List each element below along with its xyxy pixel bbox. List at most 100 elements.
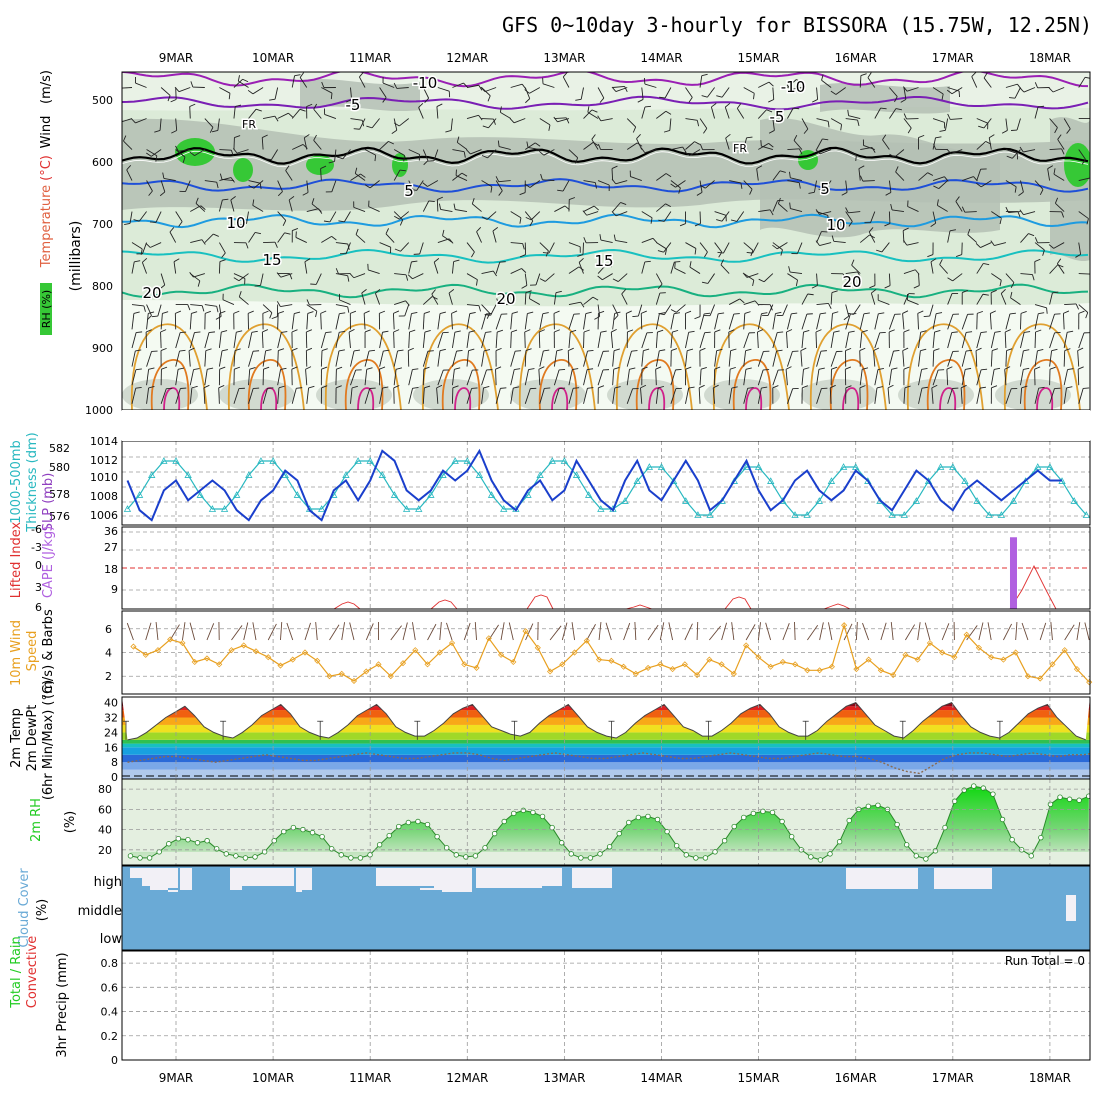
wind-barb	[510, 242, 525, 250]
barb-staff	[189, 106, 191, 119]
barb-staff	[146, 180, 153, 192]
wind-barb	[1019, 87, 1036, 93]
barb-staff	[382, 82, 395, 88]
barb-flag	[525, 348, 532, 352]
wind-speed-marker	[559, 661, 566, 668]
rh-lowlevel-patch	[413, 379, 489, 410]
wind-barb	[254, 273, 264, 287]
barb-staff	[947, 388, 953, 404]
barb-staff	[1063, 118, 1071, 130]
barb-flag	[339, 330, 346, 333]
isotherm-label: -10	[781, 78, 806, 96]
clear-sky-gap	[442, 868, 472, 892]
wind-speed-marker	[730, 670, 737, 677]
wind-speed-marker	[877, 667, 884, 674]
barb-flag	[221, 349, 228, 352]
barb-staff	[369, 180, 380, 189]
wind-barb	[480, 86, 497, 93]
thickness-marker	[208, 505, 217, 512]
barb-staff	[350, 369, 357, 386]
barb-staff	[786, 351, 793, 367]
barb-staff	[190, 304, 203, 307]
barb-flag	[219, 259, 226, 262]
wind-barb	[869, 273, 876, 289]
barb-flag	[975, 347, 982, 352]
barb-flag	[665, 203, 671, 208]
barb-staff	[131, 369, 137, 386]
wind-barb	[509, 118, 526, 124]
barb-staff	[932, 350, 935, 367]
wind-barb	[299, 72, 308, 88]
wind-barb	[219, 149, 234, 156]
wind-barb	[568, 368, 579, 386]
barb-staff	[204, 369, 208, 386]
barb-staff	[358, 76, 366, 88]
barb-staff	[219, 149, 232, 151]
barb-flag	[684, 151, 690, 156]
wind-barb	[465, 149, 482, 155]
barb-staff	[248, 388, 254, 404]
wind-barb	[364, 387, 376, 404]
barb-staff	[845, 118, 858, 121]
barb-staff	[801, 369, 804, 386]
wind-barb	[729, 180, 743, 189]
barb-staff	[790, 271, 803, 275]
isotherm-label: 10	[226, 214, 245, 232]
barb-flag	[221, 252, 226, 258]
wind-speed-marker	[252, 648, 260, 655]
wind-barb	[597, 115, 613, 122]
wind-barb	[1004, 366, 1011, 386]
wind-barb	[422, 87, 430, 103]
barb-staff	[274, 87, 279, 100]
isotherm-label: FR	[242, 118, 256, 131]
barb-staff	[1005, 313, 1011, 330]
barb-staff	[848, 115, 861, 119]
barb-flag	[311, 198, 315, 205]
wind-barb	[889, 87, 898, 103]
wind-barb	[976, 118, 989, 130]
barb-staff	[1063, 369, 1068, 386]
wind-barb	[976, 386, 987, 404]
barb-flag	[177, 367, 185, 370]
barb-staff	[685, 141, 695, 150]
barb-staff	[448, 292, 453, 305]
wind-speed-marker	[706, 656, 713, 663]
barb-staff	[873, 350, 876, 367]
barb-staff	[175, 149, 186, 158]
barb-staff	[819, 242, 832, 246]
barb-flag	[793, 107, 800, 110]
wind-speed-marker	[510, 658, 517, 666]
chart-title: GFS 0~10day 3-hourly for BISSORA (15.75W…	[502, 13, 1092, 37]
barb-flag	[742, 272, 748, 278]
wind-barb	[772, 385, 779, 404]
barb-staff	[586, 211, 599, 216]
barb-flag	[1081, 159, 1086, 165]
barb-staff	[787, 148, 800, 150]
wind10m-barb	[917, 622, 921, 641]
barb-flag	[211, 129, 218, 133]
wind-barb	[882, 134, 890, 150]
barb-flag	[611, 328, 617, 333]
barb-staff	[801, 332, 804, 349]
very-hot-contour	[163, 387, 181, 410]
barb-flag	[160, 329, 167, 333]
barb-flag	[254, 232, 262, 235]
barb-flag	[1019, 209, 1024, 215]
barb-flag	[1057, 258, 1062, 264]
barb-flag	[927, 254, 934, 258]
barb-staff	[605, 622, 612, 641]
wind-barb	[684, 310, 692, 330]
wind-speed-marker	[657, 661, 664, 668]
barb-staff	[721, 622, 727, 641]
thickness-marker	[160, 457, 168, 464]
wind-barb	[1078, 304, 1089, 319]
barb-staff	[835, 87, 846, 95]
barb-staff	[175, 388, 181, 404]
wind-barb	[1062, 310, 1070, 330]
wind-barb	[524, 368, 535, 386]
wind-barb	[305, 366, 312, 386]
rh2m-marker	[587, 855, 594, 861]
barb-staff	[1049, 264, 1059, 274]
barb-flag	[659, 96, 666, 99]
barb-flag	[939, 129, 946, 132]
